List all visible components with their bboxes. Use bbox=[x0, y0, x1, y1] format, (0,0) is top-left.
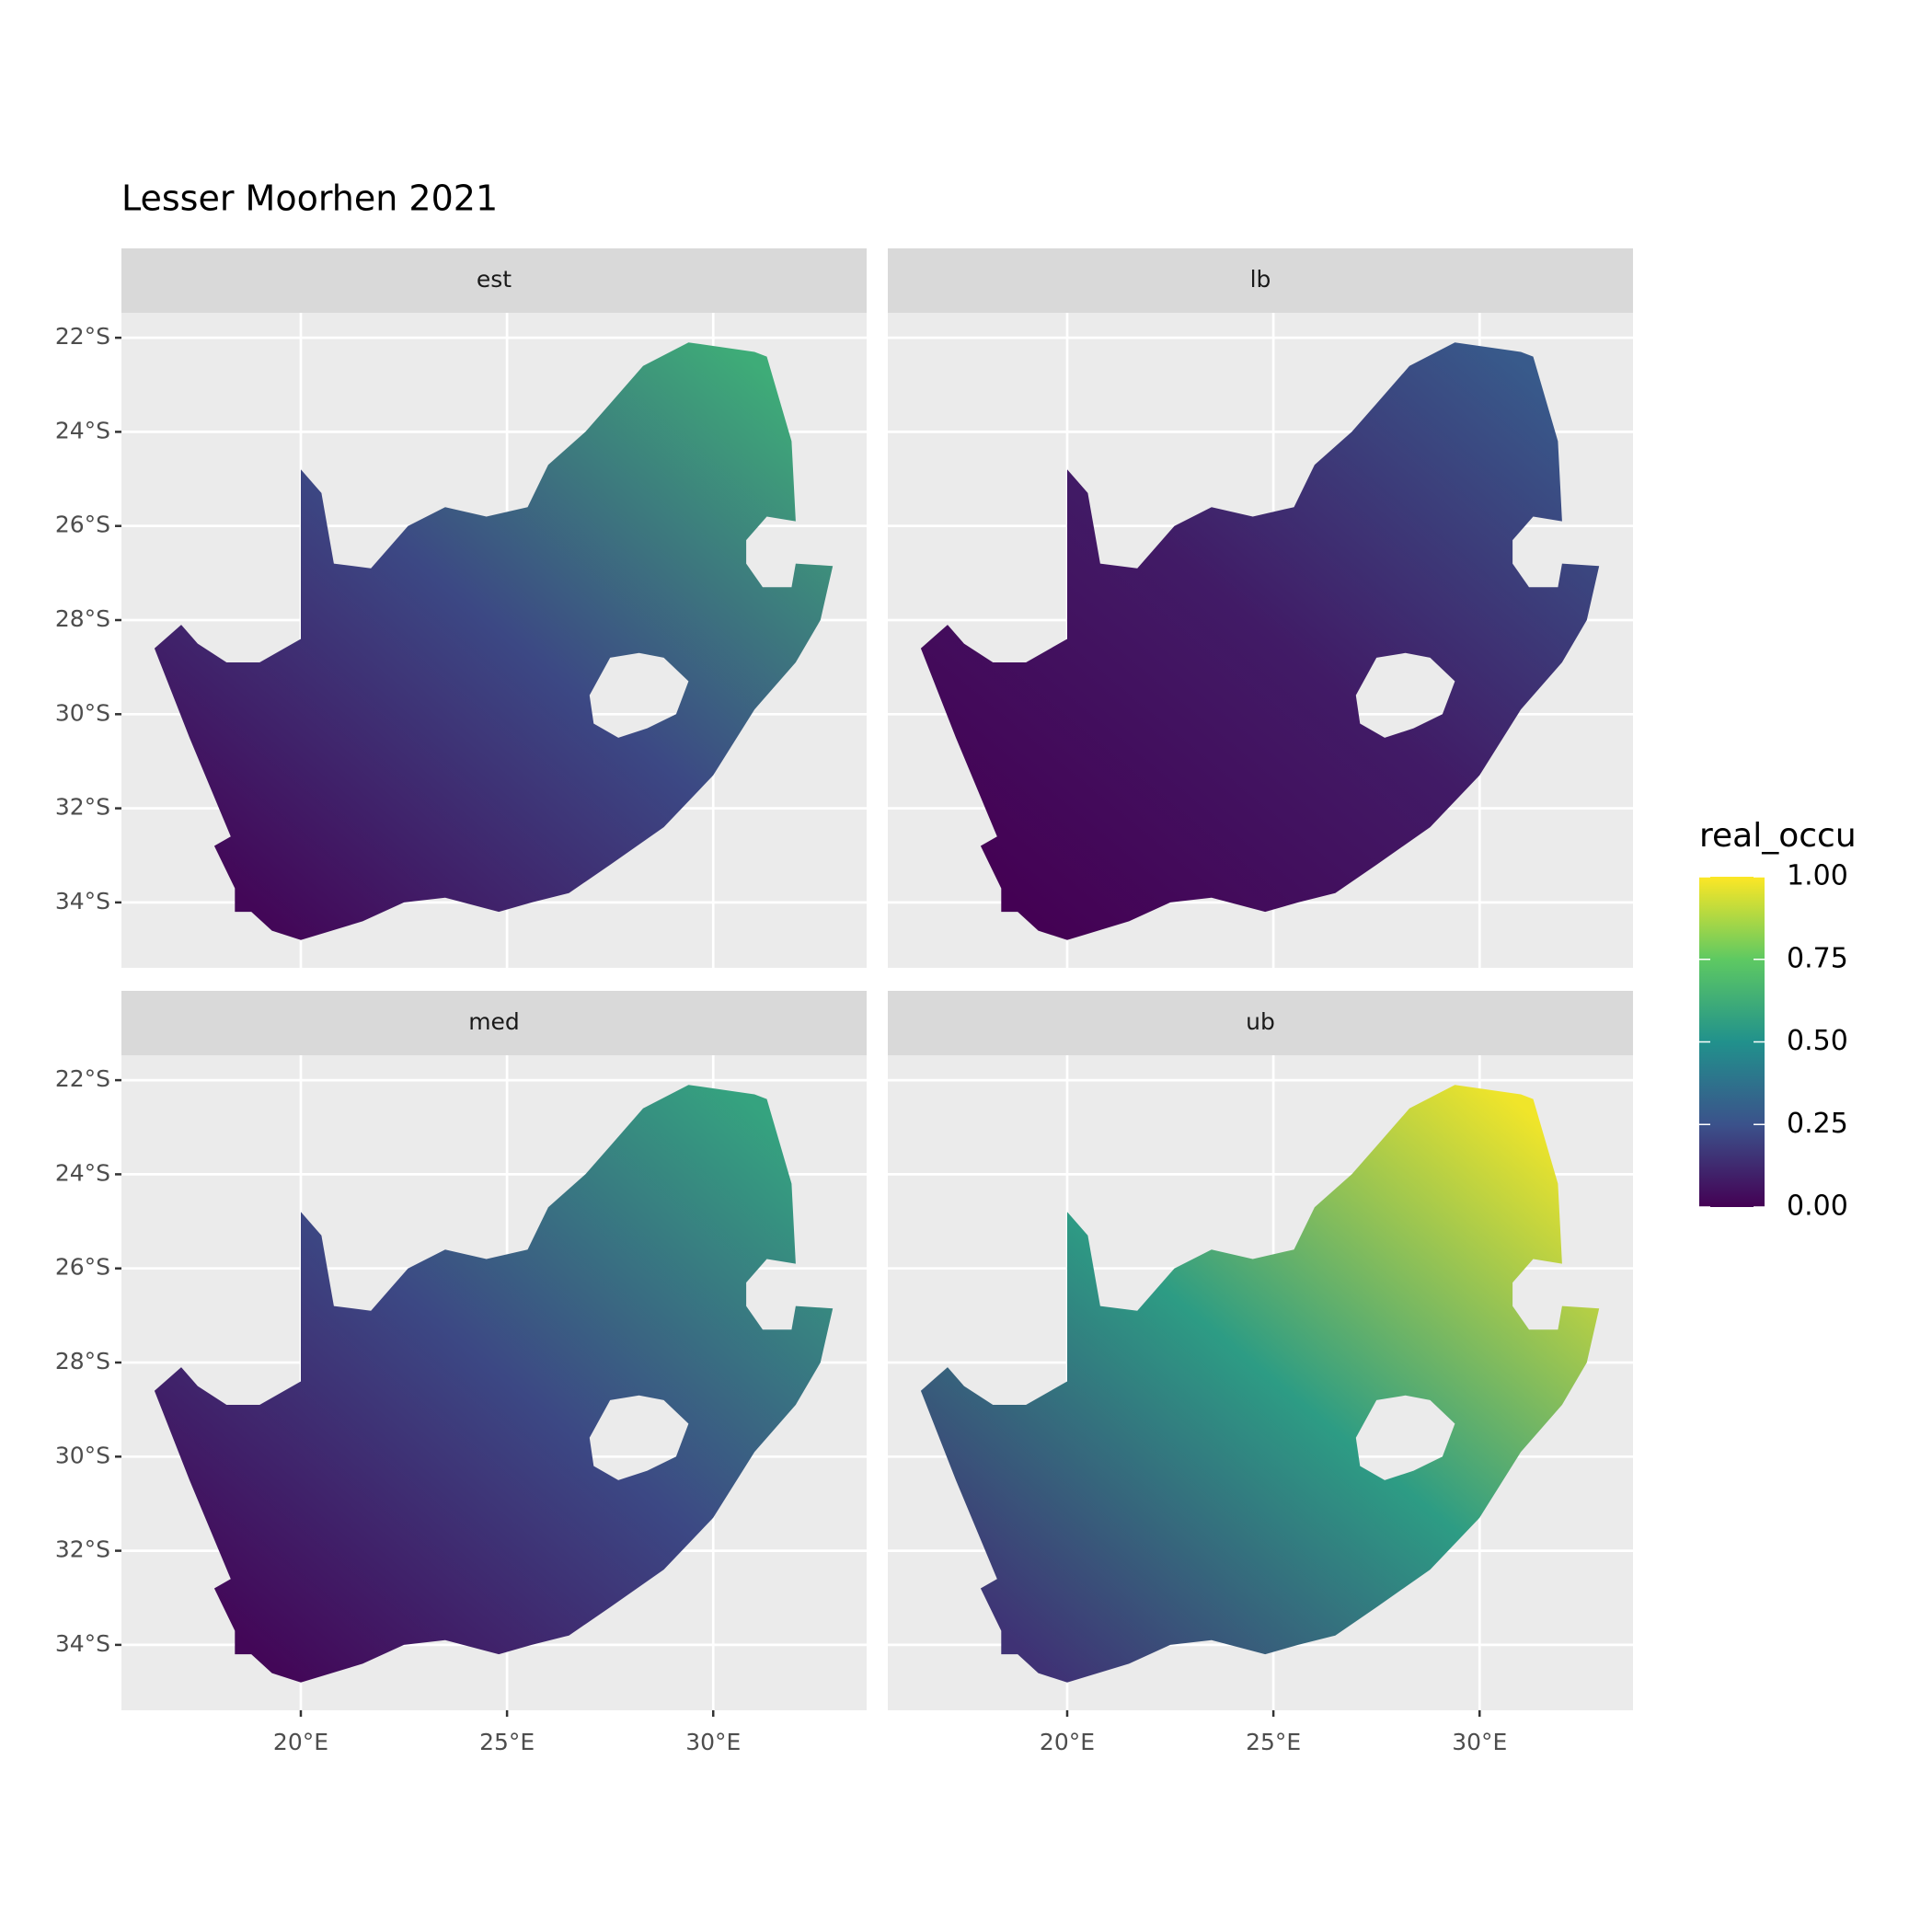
facet-label: ub bbox=[1246, 1008, 1275, 1035]
y-tick-label: 24°S bbox=[55, 1159, 110, 1186]
facet-label: lb bbox=[1250, 266, 1271, 293]
facet-strip bbox=[121, 248, 867, 313]
occupancy-map bbox=[154, 342, 834, 940]
x-tick-label: 30°E bbox=[685, 1729, 741, 1755]
facet-strip bbox=[121, 991, 867, 1055]
facet-label: est bbox=[477, 266, 512, 293]
y-tick-label: 32°S bbox=[55, 1536, 110, 1563]
y-tick-label: 22°S bbox=[55, 323, 110, 350]
legend-title: real_occu bbox=[1699, 817, 1857, 855]
x-tick-label: 30°E bbox=[1452, 1729, 1507, 1755]
legend-tick-label: 0.75 bbox=[1787, 942, 1848, 974]
legend-tick-label: 1.00 bbox=[1787, 860, 1848, 892]
y-tick-label: 30°S bbox=[55, 699, 110, 726]
occupancy-map bbox=[920, 342, 1600, 940]
x-tick-label: 20°E bbox=[1040, 1729, 1095, 1755]
y-tick-label: 32°S bbox=[55, 794, 110, 821]
chart-title: Lesser Moorhen 2021 bbox=[121, 178, 498, 219]
y-tick-label: 22°S bbox=[55, 1065, 110, 1092]
y-tick-label: 28°S bbox=[55, 1348, 110, 1374]
legend-tick-label: 0.00 bbox=[1787, 1190, 1848, 1223]
occupancy-map bbox=[154, 1085, 834, 1683]
x-tick-label: 20°E bbox=[273, 1729, 328, 1755]
y-tick-label: 24°S bbox=[55, 417, 110, 443]
legend-tick-label: 0.50 bbox=[1787, 1025, 1848, 1057]
x-tick-label: 25°E bbox=[1246, 1729, 1301, 1755]
y-tick-label: 26°S bbox=[55, 1254, 110, 1281]
y-tick-label: 34°S bbox=[55, 888, 110, 914]
facet-strip bbox=[888, 248, 1633, 313]
x-tick-label: 25°E bbox=[479, 1729, 535, 1755]
y-tick-label: 28°S bbox=[55, 605, 110, 632]
facet-strip bbox=[888, 991, 1633, 1055]
legend-tick-label: 0.25 bbox=[1787, 1108, 1848, 1140]
y-tick-label: 26°S bbox=[55, 512, 110, 538]
y-tick-label: 30°S bbox=[55, 1442, 110, 1468]
facet-label: med bbox=[468, 1008, 520, 1035]
y-tick-label: 34°S bbox=[55, 1630, 110, 1657]
occupancy-map bbox=[920, 1085, 1600, 1683]
